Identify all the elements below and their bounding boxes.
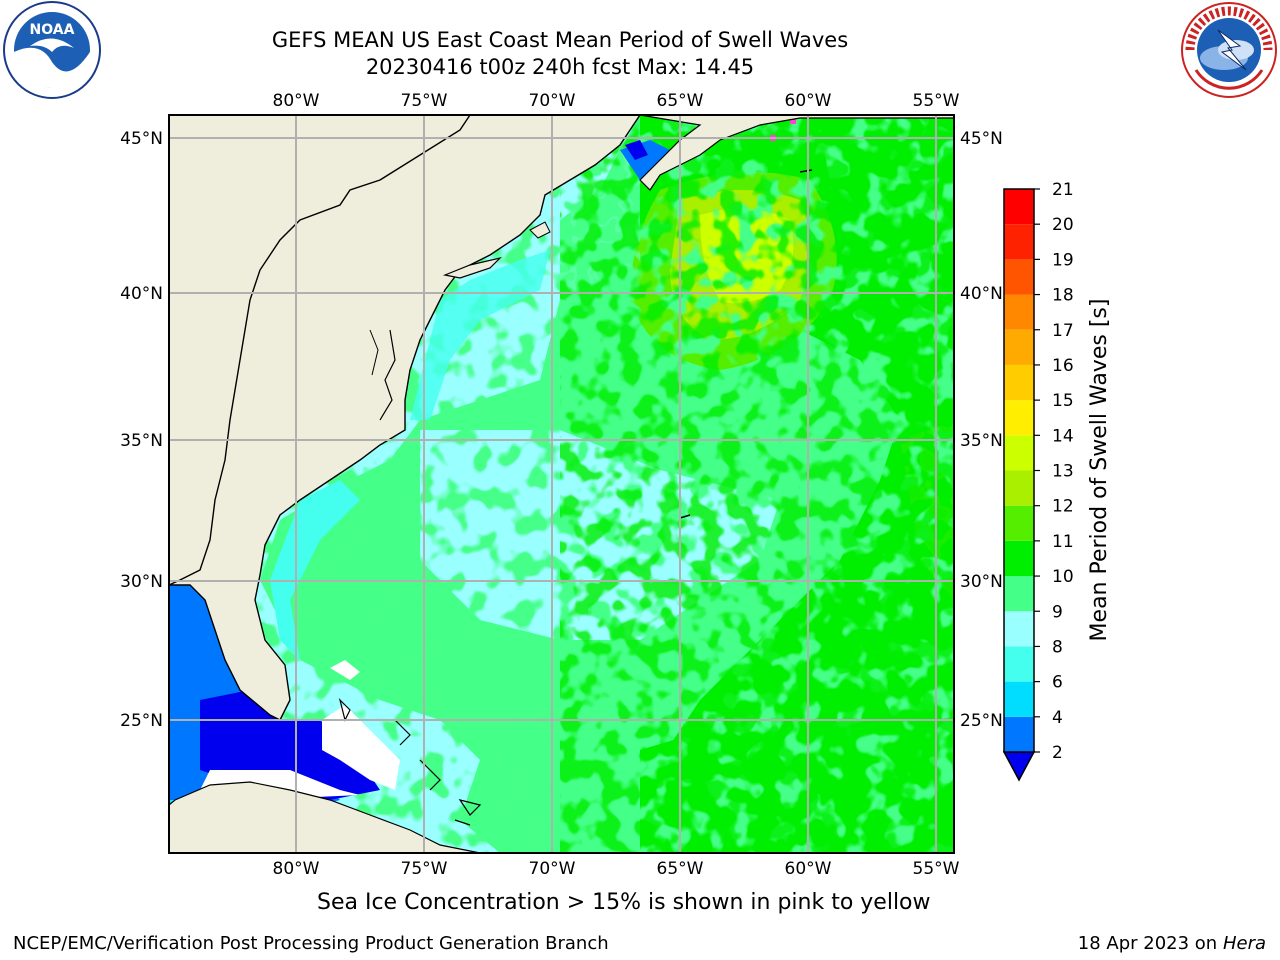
colorbar-tick-label: 14 — [1052, 426, 1074, 446]
colorbar-segment — [1004, 435, 1034, 471]
colorbar: 2 4 6 8 9 10 11 12 13 14 15 16 17 18 19 20 21 — [1002, 180, 1074, 782]
map-frame — [168, 114, 955, 854]
lat-tick-label: 45°N — [960, 129, 1003, 149]
colorbar-segment — [1004, 505, 1034, 541]
colorbar-tick-label: 4 — [1052, 708, 1063, 728]
lon-tick-label: 55°W — [913, 859, 960, 879]
colorbar-label: Mean Period of Swell Waves [s] — [1087, 299, 1112, 642]
colorbar-tick-label: 13 — [1052, 462, 1074, 482]
lon-tick-label: 80°W — [273, 91, 320, 111]
footer-credit: NCEP/EMC/Verification Post Processing Pr… — [13, 933, 609, 954]
lon-tick-label: 75°W — [401, 859, 448, 879]
lon-labels-bottom: 80°W 75°W 70°W 65°W 60°W 55°W — [273, 859, 960, 879]
colorbar-segment — [1004, 329, 1034, 365]
footer-machine: Hera — [1222, 933, 1266, 954]
lat-tick-label: 40°N — [960, 284, 1003, 304]
footer-date-text: 18 Apr 2023 on — [1077, 933, 1218, 954]
colorbar-segment — [1004, 259, 1034, 295]
lon-tick-label: 75°W — [401, 91, 448, 111]
colorbar-tick-label: 6 — [1052, 673, 1063, 693]
colorbar-tick-label: 21 — [1052, 180, 1074, 200]
colorbar-underflow — [1002, 751, 1036, 782]
lat-labels-left: 45°N 40°N 35°N 30°N 25°N — [120, 129, 163, 731]
lon-tick-label: 60°W — [785, 859, 832, 879]
lon-tick-label: 70°W — [529, 91, 576, 111]
colorbar-tick-label: 12 — [1052, 497, 1074, 517]
lat-tick-label: 40°N — [120, 284, 163, 304]
swell-period-field — [169, 115, 954, 853]
lat-tick-label: 35°N — [960, 431, 1003, 451]
colorbar-tick-label: 15 — [1052, 391, 1074, 411]
lon-tick-label: 80°W — [273, 859, 320, 879]
colorbar-segment — [1004, 681, 1034, 717]
colorbar-tick-label: 16 — [1052, 356, 1074, 376]
colorbar-segment — [1004, 294, 1034, 330]
colorbar-tick-label: 9 — [1052, 602, 1063, 622]
colorbar-tick-label: 20 — [1052, 215, 1074, 235]
lon-labels-top: 80°W 75°W 70°W 65°W 60°W 55°W — [273, 91, 960, 111]
graticule — [169, 115, 954, 853]
lat-tick-label: 25°N — [120, 711, 163, 731]
lat-tick-label: 35°N — [120, 431, 163, 451]
colorbar-segment — [1004, 224, 1034, 260]
colorbar-segment — [1004, 716, 1034, 752]
colorbar-segment — [1004, 646, 1034, 682]
colorbar-segment — [1004, 189, 1034, 225]
colorbar-segment — [1004, 540, 1034, 577]
nws-logo — [1181, 2, 1277, 98]
lat-tick-label: 25°N — [960, 711, 1003, 731]
lat-tick-label: 30°N — [120, 572, 163, 592]
colorbar-tick-label: 2 — [1052, 743, 1063, 763]
lon-tick-label: 65°W — [657, 859, 704, 879]
lon-tick-label: 70°W — [529, 859, 576, 879]
lat-tick-label: 30°N — [960, 572, 1003, 592]
colorbar-segment — [1004, 364, 1034, 401]
colorbar-tick-label: 18 — [1052, 286, 1074, 306]
lat-labels-right: 45°N 40°N 35°N 30°N 25°N — [960, 129, 1003, 731]
lat-tick-label: 45°N — [120, 129, 163, 149]
colorbar-segment — [1004, 400, 1034, 436]
map-title: GEFS MEAN US East Coast Mean Period of S… — [271, 28, 849, 52]
lon-tick-label: 65°W — [657, 91, 704, 111]
colorbar-segment — [1004, 611, 1034, 647]
colorbar-tick-label: 11 — [1052, 532, 1074, 552]
noaa-logo: NOAA — [3, 1, 101, 99]
sea-ice-note: Sea Ice Concentration > 15% is shown in … — [317, 890, 931, 915]
lon-tick-label: 60°W — [785, 91, 832, 111]
map-subtitle: 20230416 t00z 240h fcst Max: 14.45 — [365, 55, 755, 79]
colorbar-tick-label: 19 — [1052, 250, 1074, 270]
svg-text:NOAA: NOAA — [30, 22, 75, 38]
colorbar-segment — [1004, 470, 1034, 506]
colorbar-tick-label: 10 — [1052, 567, 1074, 587]
colorbar-tick-label: 8 — [1052, 637, 1063, 657]
footer-date: 18 Apr 2023 on Hera — [1078, 933, 1266, 954]
colorbar-segment — [1004, 576, 1034, 612]
lon-tick-label: 55°W — [913, 91, 960, 111]
colorbar-tick-label: 17 — [1052, 321, 1074, 341]
